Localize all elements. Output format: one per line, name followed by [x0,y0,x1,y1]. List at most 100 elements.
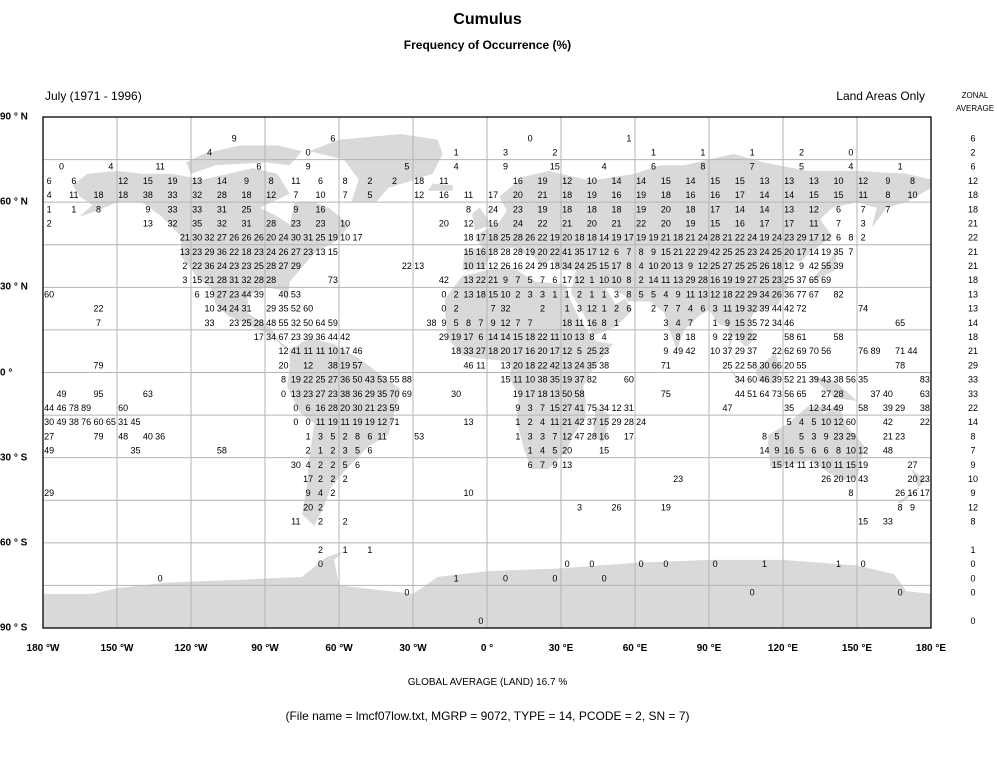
cell-value: 2 [540,304,545,314]
cell-value: 74 [858,304,868,314]
cell-value: 20 [661,204,671,214]
cell-value: 16 [488,218,498,228]
cell-value: 24 [525,261,535,271]
cell-value: 14 [611,176,621,186]
cell-value: 28 [624,417,634,427]
cell-value: 4 [540,446,545,456]
cell-value: 16 [525,346,535,356]
cell-value: 26 [500,261,510,271]
cell-value: 18 [241,190,251,200]
cell-value: 20 [784,360,794,370]
cell-value: 20 [907,474,917,484]
cell-value: 5 [528,275,533,285]
cell-value: 17 [340,346,350,356]
cell-value: 13 [192,176,202,186]
cell-value: 25 [759,275,769,285]
cell-value: 63 [920,389,930,399]
cell-value: 17 [624,233,634,243]
cell-value: 19 [537,204,547,214]
cell-value: 18 [451,346,461,356]
cell-value: 39 [883,403,893,413]
cell-value: 8 [466,318,471,328]
cell-value: 1 [602,289,607,299]
cell-value: 0 [602,573,607,583]
cell-value: 39 [759,304,769,314]
cell-value: 42 [439,275,449,285]
cell-value: 18 [537,389,547,399]
cell-value: 22 [537,332,547,342]
cell-value: 61 [796,332,806,342]
cell-value: 50 [352,375,362,385]
longitude-tick-label: 30 °W [399,643,427,654]
cell-value: 4 [318,488,323,498]
cell-value: 12 [858,446,868,456]
cell-value: 10 [846,474,856,484]
cell-value: 65 [106,417,116,427]
cell-value: 0 [478,616,483,626]
cell-value: 25 [500,233,510,243]
cell-value: 20 [784,247,794,257]
cell-value: 1 [528,446,533,456]
zonal-average-value: 2 [970,147,975,157]
cell-value: 82 [833,289,843,299]
cell-value: 35 [833,247,843,257]
cell-value: 8 [355,431,360,441]
cell-value: 24 [278,233,288,243]
cell-value: 58 [858,403,868,413]
cell-value: 11 [550,417,559,427]
cell-value: 38 [69,417,79,427]
cell-value: 43 [365,375,375,385]
cell-value: 17 [488,190,498,200]
cell-value: 42 [784,304,794,314]
cell-value: 20 [537,346,547,356]
cell-value: 7 [836,218,841,228]
cell-value: 71 [895,346,905,356]
cell-value: 41 [562,247,572,257]
cell-value: 19 [735,332,745,342]
cell-value: 55 [389,375,399,385]
cell-value: 13 [698,289,708,299]
cell-value: 28 [587,431,597,441]
cell-value: 42 [685,346,695,356]
cell-value: 44 [44,403,54,413]
cell-value: 79 [93,360,103,370]
cell-value: 6 [811,446,816,456]
cell-value: 41 [291,346,301,356]
cell-value: 22 [303,375,313,385]
cell-value: 16 [710,190,720,200]
cell-value: 22 [537,218,547,228]
cell-value: 34 [772,318,782,328]
cell-value: 19 [328,233,338,243]
landmass-iceland [427,183,453,191]
cell-value: 24 [698,233,708,243]
cell-value: 1 [343,545,348,555]
cell-value: 25 [254,261,264,271]
cell-value: 25 [735,261,745,271]
cell-value: 14 [784,190,794,200]
cell-value: 29 [537,261,547,271]
cell-value: 18 [241,247,251,257]
cell-value: 21 [722,233,732,243]
cell-value: 7 [540,403,545,413]
cell-value: 11 [303,346,312,356]
cell-value: 5 [330,431,335,441]
latitude-tick-label: 90 ° N [0,111,28,123]
cell-value: 17 [796,247,806,257]
cell-value: 18 [525,360,535,370]
cell-value: 9 [244,176,249,186]
cell-value: 45 [130,417,140,427]
cell-value: 12 [587,304,597,314]
cell-value: 1 [589,275,594,285]
cell-value: 6 [330,133,335,143]
cell-value: 20 [513,190,523,200]
cell-value: 42 [710,247,720,257]
cell-value: 58 [574,389,584,399]
cell-value: 13 [463,275,473,285]
cell-value: 9 [293,204,298,214]
cell-value: 23 [772,275,782,285]
cell-value: 25 [747,261,757,271]
cell-value: 16 [439,190,449,200]
cell-value: 56 [821,346,831,356]
cell-value: 28 [328,403,338,413]
cell-value: 23 [673,474,683,484]
